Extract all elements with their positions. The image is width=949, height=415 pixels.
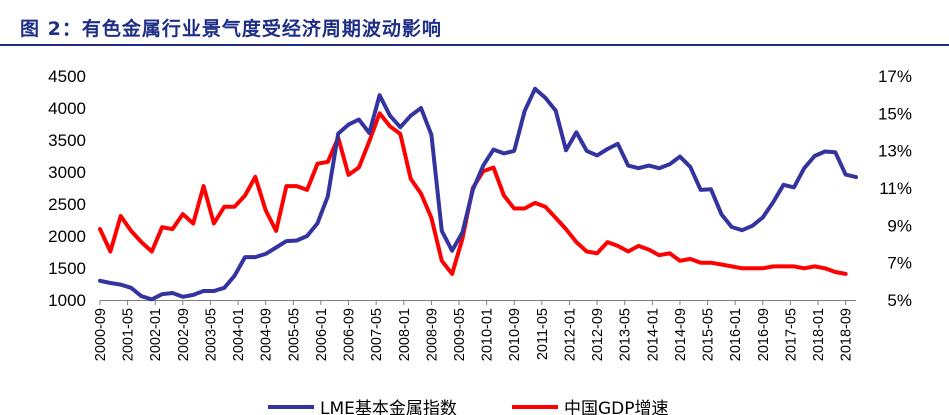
x-tick-label: 2016-09 bbox=[756, 308, 772, 361]
x-tick-label: 2011-05 bbox=[535, 308, 551, 360]
legend-item-gdp-label: 中国GDP增速 bbox=[564, 399, 669, 415]
legend-item-lme-label: LME基本金属指数 bbox=[320, 399, 457, 415]
x-tick-label: 2000-09 bbox=[93, 308, 109, 361]
right-tick-label: 15% bbox=[878, 104, 912, 123]
title-underline bbox=[0, 44, 949, 46]
right-tick-label: 13% bbox=[878, 142, 912, 161]
left-tick-label: 1500 bbox=[48, 259, 86, 278]
left-tick-label: 3000 bbox=[48, 163, 86, 182]
x-tick-label: 2012-01 bbox=[562, 308, 578, 361]
x-tick-label: 2018-09 bbox=[839, 308, 855, 361]
x-tick-label: 2004-09 bbox=[259, 308, 275, 361]
x-tick-label: 2014-09 bbox=[673, 308, 689, 361]
x-tick-label: 2017-05 bbox=[783, 308, 799, 361]
x-tick-label: 2012-09 bbox=[590, 308, 606, 361]
legend: LME基本金属指数 中国GDP增速 bbox=[268, 399, 669, 415]
right-tick-label: 11% bbox=[879, 179, 912, 198]
right-tick-label: 7% bbox=[887, 254, 912, 273]
x-tick-label: 2009-05 bbox=[452, 308, 468, 361]
series-line-lme bbox=[98, 86, 858, 302]
left-tick-label: 4500 bbox=[48, 67, 86, 86]
x-tick-label: 2004-01 bbox=[231, 308, 247, 361]
x-axis-tick-marks bbox=[99, 300, 847, 305]
series-layer bbox=[98, 86, 858, 302]
left-tick-label: 3500 bbox=[48, 131, 86, 150]
x-tick-label: 2007-05 bbox=[369, 308, 385, 361]
x-tick-label: 2016-01 bbox=[728, 308, 744, 361]
x-tick-label: 2010-01 bbox=[480, 308, 496, 361]
right-tick-label: 17% bbox=[878, 67, 912, 86]
x-tick-label: 2014-01 bbox=[645, 308, 661, 361]
x-tick-label: 2015-05 bbox=[701, 308, 717, 361]
x-tick-label: 2006-01 bbox=[314, 308, 330, 361]
left-tick-label: 2500 bbox=[48, 195, 86, 214]
right-axis-ticks: 5% 7% 9% 11% 13% 15% 17% bbox=[878, 67, 912, 310]
left-axis-ticks: 1000 1500 2000 2500 3000 3500 4000 4500 bbox=[48, 67, 86, 310]
x-tick-label: 2001-05 bbox=[121, 308, 137, 361]
x-tick-label: 2013-05 bbox=[618, 308, 634, 361]
x-tick-label: 2008-01 bbox=[397, 308, 413, 361]
figure-header: 图 2：有色金属行业景气度受经济周期波动影响 bbox=[0, 0, 949, 46]
x-tick-label: 2018-01 bbox=[811, 308, 827, 361]
left-tick-label: 1000 bbox=[48, 291, 86, 310]
x-tick-label: 2006-09 bbox=[342, 308, 358, 361]
x-tick-label: 2008-09 bbox=[424, 308, 440, 361]
left-tick-label: 4000 bbox=[48, 99, 86, 118]
x-tick-label: 2010-09 bbox=[507, 308, 523, 361]
right-tick-label: 9% bbox=[887, 216, 912, 235]
x-tick-label: 2003-05 bbox=[203, 308, 219, 361]
figure-title: 图 2：有色金属行业景气度受经济周期波动影响 bbox=[20, 18, 442, 40]
x-axis-ticks: 2000-09 2001-05 2002-01 2002-09 2003-05 2004-… bbox=[93, 308, 855, 361]
right-tick-label: 5% bbox=[887, 291, 912, 310]
x-tick-label: 2005-05 bbox=[286, 308, 302, 361]
x-tick-label: 2002-01 bbox=[148, 308, 164, 361]
left-tick-label: 2000 bbox=[48, 227, 86, 246]
x-tick-label: 2002-09 bbox=[176, 308, 192, 361]
